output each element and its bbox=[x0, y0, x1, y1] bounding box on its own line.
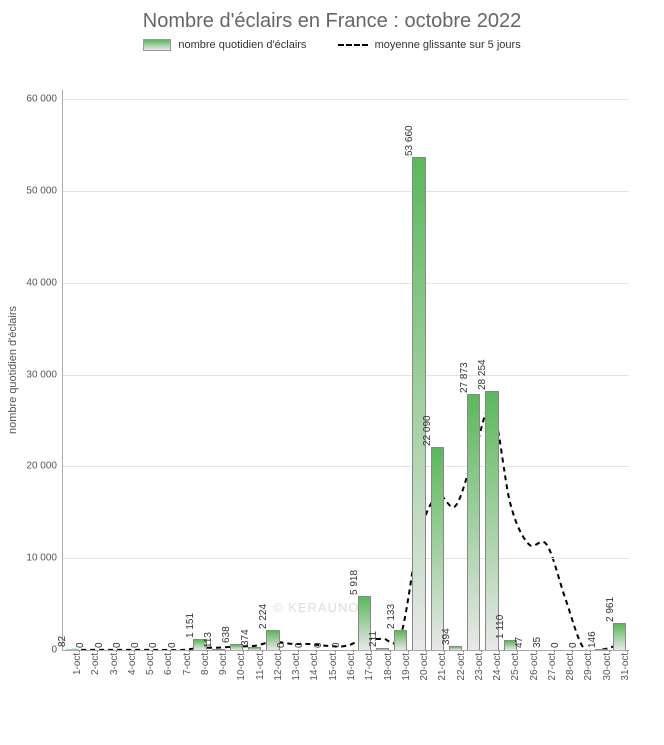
x-tick-label: 12-oct. bbox=[273, 650, 277, 681]
bar-value-label: 0 bbox=[568, 642, 579, 648]
bar-value-label: 0 bbox=[148, 642, 159, 648]
bar-value-label: 28 254 bbox=[477, 359, 488, 390]
bar-value-label: 0 bbox=[130, 642, 141, 648]
x-tick-label: 19-oct. bbox=[401, 650, 405, 681]
gridline bbox=[63, 558, 629, 559]
x-tick-label: 16-oct. bbox=[346, 650, 350, 681]
bar-value-label: 0 bbox=[276, 642, 287, 648]
bar-value-label: 2 133 bbox=[386, 604, 397, 629]
legend: nombre quotidien d'éclairs moyenne gliss… bbox=[0, 39, 664, 51]
x-tick-label: 6-oct. bbox=[163, 650, 167, 675]
legend-line-label: moyenne glissante sur 5 jours bbox=[375, 39, 521, 51]
gridline bbox=[63, 375, 629, 376]
gridline bbox=[63, 99, 629, 100]
bar-value-label: 0 bbox=[167, 642, 178, 648]
bar-value-label: 53 660 bbox=[404, 126, 415, 157]
moving-average-line bbox=[63, 90, 629, 650]
x-tick-label: 15-oct. bbox=[328, 650, 332, 681]
bar-value-label: 1 151 bbox=[185, 613, 196, 638]
bar-value-label: 113 bbox=[203, 632, 214, 648]
x-tick-label: 18-oct. bbox=[383, 650, 387, 681]
bar-value-label: 35 bbox=[532, 637, 543, 648]
x-tick-label: 23-oct. bbox=[474, 650, 478, 681]
dash-swatch-icon bbox=[338, 44, 368, 46]
bar-value-label: 27 873 bbox=[459, 363, 470, 394]
x-tick-label: 22-oct. bbox=[456, 650, 460, 681]
x-tick-label: 5-oct. bbox=[145, 650, 149, 675]
bar-value-label: 1 110 bbox=[495, 615, 506, 639]
bar: 2 133 bbox=[394, 630, 407, 650]
bar-value-label: 2 961 bbox=[605, 597, 616, 622]
y-tick-label: 40 000 bbox=[26, 277, 57, 288]
x-tick-label: 7-oct. bbox=[182, 650, 186, 675]
x-tick-label: 27-oct. bbox=[547, 650, 551, 681]
bar: 22 090 bbox=[431, 447, 444, 650]
gridline bbox=[63, 466, 629, 467]
bar: 53 660 bbox=[412, 157, 425, 650]
x-tick-label: 31-oct. bbox=[620, 650, 624, 681]
gridline bbox=[63, 191, 629, 192]
bar-value-label: 0 bbox=[550, 642, 561, 648]
bar-value-label: 2 224 bbox=[258, 604, 269, 629]
x-tick-label: 8-oct. bbox=[200, 650, 204, 675]
x-tick-label: 14-oct. bbox=[309, 650, 313, 681]
bar-value-label: 0 bbox=[313, 642, 324, 648]
x-tick-label: 26-oct. bbox=[529, 650, 533, 681]
bar-value-label: 211 bbox=[368, 631, 379, 647]
bar-value-label: 5 918 bbox=[349, 570, 360, 595]
x-tick-label: 24-oct. bbox=[492, 650, 496, 681]
bar-value-label: 47 bbox=[514, 636, 525, 647]
x-tick-label: 25-oct. bbox=[510, 650, 514, 681]
y-tick-label: 10 000 bbox=[26, 553, 57, 564]
bar-value-label: 394 bbox=[441, 629, 452, 646]
x-tick-label: 11-oct. bbox=[255, 650, 259, 680]
bar-swatch-icon bbox=[143, 39, 171, 51]
x-tick-label: 17-oct. bbox=[364, 650, 368, 681]
x-tick-label: 9-oct. bbox=[218, 650, 222, 675]
x-tick-label: 4-oct. bbox=[127, 650, 131, 675]
bar-value-label: 22 090 bbox=[422, 416, 433, 447]
x-tick-label: 10-oct. bbox=[236, 650, 240, 681]
bar: 28 254 bbox=[485, 391, 498, 650]
legend-bar-label: nombre quotidien d'éclairs bbox=[178, 39, 306, 51]
legend-item-bars: nombre quotidien d'éclairs bbox=[143, 39, 306, 51]
bar-value-label: 638 bbox=[221, 626, 232, 643]
legend-item-line: moyenne glissante sur 5 jours bbox=[338, 39, 521, 51]
x-tick-label: 2-oct. bbox=[90, 650, 94, 675]
y-tick-label: 20 000 bbox=[26, 461, 57, 472]
plot-area: nombre quotidien d'éclairs © KERAUNOS 01… bbox=[62, 90, 628, 650]
x-tick-label: 28-oct. bbox=[565, 650, 569, 681]
x-tick-label: 29-oct. bbox=[583, 650, 587, 681]
gridline bbox=[63, 283, 629, 284]
x-tick-label: 13-oct. bbox=[291, 650, 295, 681]
bar-value-label: 0 bbox=[331, 642, 342, 648]
x-tick-label: 30-oct. bbox=[602, 650, 606, 681]
chart-title: Nombre d'éclairs en France : octobre 202… bbox=[0, 0, 664, 33]
bar-value-label: 374 bbox=[240, 629, 251, 646]
bar: 2 961 bbox=[613, 623, 626, 650]
x-tick-label: 1-oct. bbox=[72, 650, 76, 675]
x-tick-label: 21-oct. bbox=[437, 650, 441, 681]
bar-value-label: 82 bbox=[57, 636, 68, 647]
y-tick-label: 30 000 bbox=[26, 369, 57, 380]
y-axis-label: nombre quotidien d'éclairs bbox=[7, 306, 19, 434]
bar: 27 873 bbox=[467, 394, 480, 650]
y-tick-label: 50 000 bbox=[26, 185, 57, 196]
bar-value-label: 0 bbox=[75, 642, 86, 648]
x-tick-label: 20-oct. bbox=[419, 650, 423, 681]
watermark: © KERAUNOS bbox=[273, 600, 369, 615]
bar-value-label: 146 bbox=[587, 631, 598, 648]
bar-value-label: 0 bbox=[94, 642, 105, 648]
bar-value-label: 0 bbox=[294, 642, 305, 648]
bar-value-label: 0 bbox=[112, 642, 123, 648]
y-tick-label: 60 000 bbox=[26, 94, 57, 105]
x-tick-label: 3-oct. bbox=[109, 650, 113, 675]
